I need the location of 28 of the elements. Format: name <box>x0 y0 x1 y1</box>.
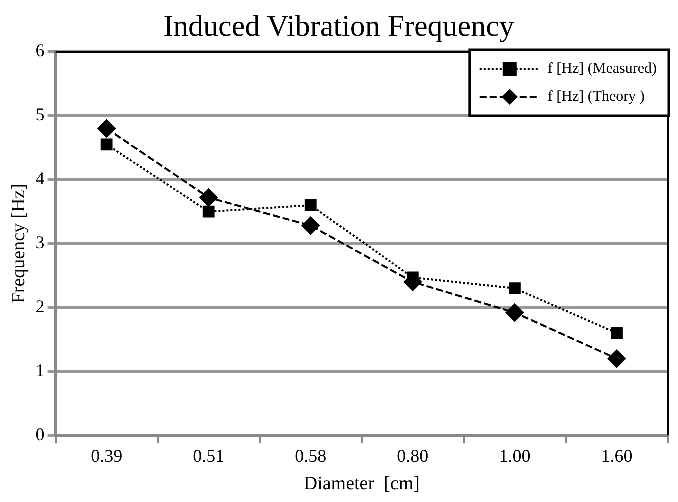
y-tick-label: 2 <box>36 296 45 316</box>
legend-label: f [Hz] (Measured) <box>548 60 658 77</box>
x-tick-label: 0.58 <box>295 446 327 466</box>
point <box>608 350 626 368</box>
point <box>202 206 215 218</box>
y-tick-label: 4 <box>36 168 45 189</box>
chart-title: Induced Vibration Frequency <box>164 10 514 43</box>
y-tick-label: 6 <box>36 40 45 61</box>
x-tick-label: 0.80 <box>397 446 429 466</box>
point <box>611 327 623 340</box>
point <box>98 120 116 138</box>
y-tick-label: 1 <box>36 360 45 380</box>
point <box>100 138 113 151</box>
point <box>200 188 218 207</box>
x-tick-label: 0.39 <box>91 446 123 466</box>
y-tick-label: 5 <box>36 104 45 125</box>
x-tick-label: 1.00 <box>499 446 531 466</box>
point <box>302 216 320 235</box>
x-tick-label: 0.51 <box>193 446 225 466</box>
x-axis-title: Diameter [cm] <box>304 474 420 495</box>
point <box>304 199 317 212</box>
point <box>509 282 521 295</box>
y-axis-title: Frequency [Hz] <box>8 184 30 304</box>
y-tick-label: 0 <box>36 424 45 444</box>
legend-label: f [Hz] (Theory ) <box>548 88 645 105</box>
x-tick-label: 1.60 <box>601 446 633 466</box>
point <box>506 304 524 322</box>
y-tick-label: 3 <box>36 232 45 253</box>
